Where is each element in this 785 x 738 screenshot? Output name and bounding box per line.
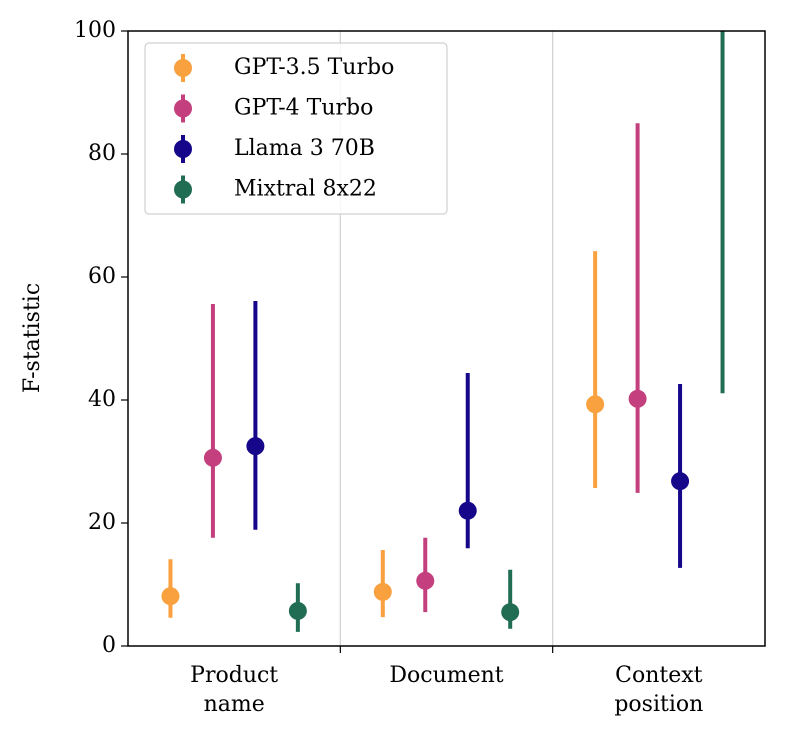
point xyxy=(586,395,605,414)
point xyxy=(288,601,307,620)
plot-area xyxy=(161,31,725,632)
point xyxy=(458,501,477,520)
legend-label: Mixtral 8x22 xyxy=(234,177,377,202)
legend-marker xyxy=(174,99,192,118)
y-tick-label: 80 xyxy=(88,141,116,166)
x-tick-label: Product xyxy=(190,663,278,688)
point xyxy=(161,587,180,606)
point xyxy=(501,603,520,622)
x-tick-label: Document xyxy=(389,663,503,688)
legend-marker xyxy=(174,140,192,158)
point xyxy=(373,582,392,601)
legend-marker xyxy=(174,180,192,199)
y-tick-label: 20 xyxy=(88,510,116,535)
legend-label: GPT-3.5 Turbo xyxy=(234,55,394,80)
plot-frame xyxy=(127,30,766,647)
legend-box xyxy=(144,42,448,215)
y-tick-label: 40 xyxy=(88,387,116,412)
point xyxy=(628,389,647,408)
x-tick-label: name xyxy=(204,692,265,717)
x-tick-label: position xyxy=(614,692,703,717)
legend-marker xyxy=(174,59,192,77)
y-tick-label: 100 xyxy=(74,18,116,43)
y-axis-label: F-statistic xyxy=(20,283,45,393)
x-tick-label: Context xyxy=(615,663,703,688)
point xyxy=(246,437,265,456)
legend-label: Llama 3 70B xyxy=(234,136,375,161)
point xyxy=(671,472,690,491)
point xyxy=(203,448,222,467)
point xyxy=(416,571,435,590)
y-tick-label: 60 xyxy=(88,264,116,289)
y-tick-label: 0 xyxy=(102,633,116,658)
legend-label: GPT-4 Turbo xyxy=(234,96,373,121)
